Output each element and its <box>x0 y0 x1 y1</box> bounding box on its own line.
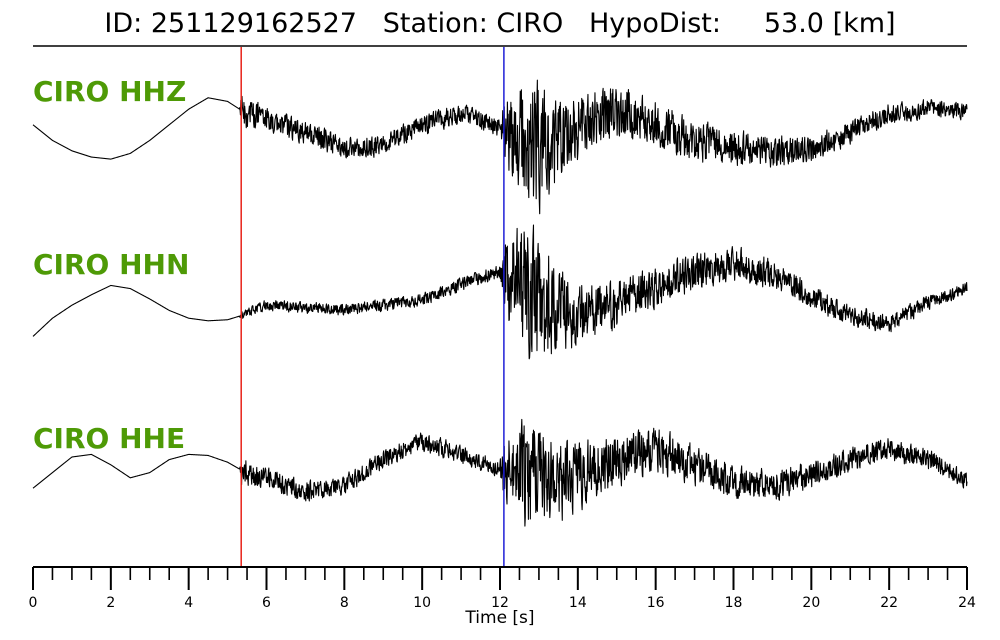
x-tick-label: 6 <box>262 595 271 611</box>
x-tick-label: 22 <box>880 595 898 611</box>
picks-layer <box>240 47 505 567</box>
trace-label-ciro-hhe: CIRO HHE <box>33 422 185 455</box>
trace-label-ciro-hhz: CIRO HHZ <box>33 75 186 108</box>
x-tick-label: 12 <box>491 595 509 611</box>
x-tick-label: 4 <box>184 595 193 611</box>
x-tick-label: 24 <box>958 595 976 611</box>
x-tick-label: 2 <box>106 595 115 611</box>
x-tick-label: 8 <box>340 595 349 611</box>
trace-ciro-hhe <box>32 418 968 527</box>
trace-label-ciro-hhn: CIRO HHN <box>33 248 189 281</box>
trace-ciro-hhn <box>32 224 968 360</box>
x-tick-label: 18 <box>725 595 743 611</box>
x-tick-label: 0 <box>29 595 38 611</box>
x-tick-label: 20 <box>802 595 820 611</box>
traces-layer <box>32 79 968 527</box>
trace-labels-layer: CIRO HHZ CIRO HHN CIRO HHE <box>33 75 189 455</box>
x-axis-label: Time [s] <box>464 608 534 628</box>
chart-title: ID: 251129162527 Station: CIRO HypoDist:… <box>104 8 896 39</box>
x-tick-label: 10 <box>413 595 431 611</box>
x-tick-label: 14 <box>569 595 587 611</box>
trace-ciro-hhz <box>32 79 968 215</box>
x-tick-label: 16 <box>647 595 665 611</box>
